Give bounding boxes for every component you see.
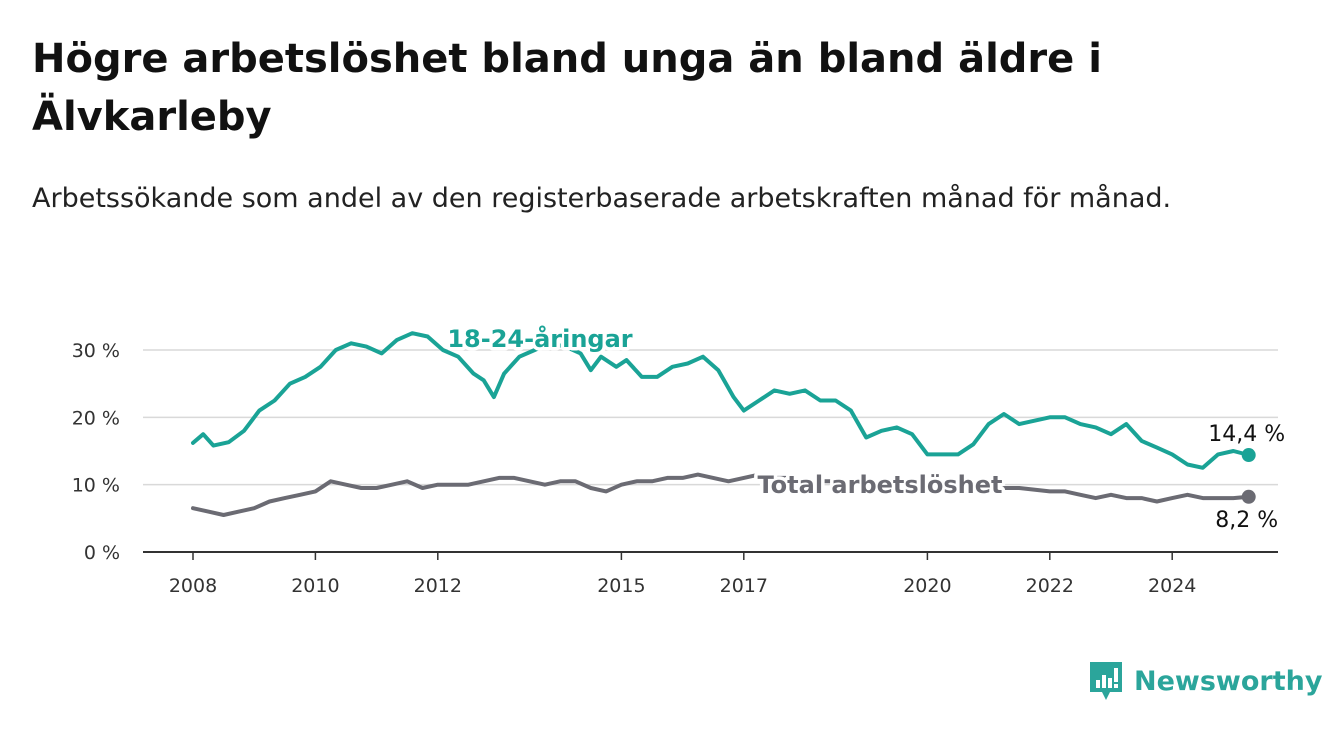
y-tick-label: 10 % [72,475,120,497]
x-tick-label: 2015 [597,575,645,597]
x-tick-label: 2017 [720,575,768,597]
brand: Newsworthy [1088,660,1322,702]
chart-title: Högre arbetslöshet bland unga än bland ä… [32,36,1102,140]
series-end-marker [1241,489,1256,504]
series-lines [191,331,1256,517]
x-tick-label: 2008 [169,575,217,597]
newsworthy-logo-icon [1090,662,1122,700]
x-tick-label: 2020 [903,575,951,597]
series-line-total [191,472,1251,517]
x-tick-label: 2022 [1026,575,1074,597]
x-tick-label: 2012 [414,575,462,597]
chart-subtitle: Arbetssökande som andel av den registerb… [32,183,1172,214]
series-end-marker [1241,448,1256,463]
series-name-label: Total arbetslöshet [757,471,1002,499]
series-name-label: 18-24-åringar [447,324,632,353]
series-end-label: 8,2 % [1215,508,1278,533]
y-tick-label: 0 % [84,542,120,564]
line-chart: 0 % 10 % 20 % 30 % 2008 2010 2012 2015 2017 2020… [72,321,1285,598]
x-axis-ticks: 2008 2010 2012 2015 2017 2020 2022 2024 [169,552,1196,597]
x-tick-label: 2024 [1148,575,1196,597]
brand-name: Newsworthy [1134,665,1323,697]
gridlines [143,349,1278,553]
y-axis-ticks: 0 % 10 % 20 % 30 % [72,340,120,564]
y-tick-label: 20 % [72,407,120,429]
x-tick-label: 2010 [291,575,339,597]
series-line-youth [191,331,1251,470]
series-labels: 14,4 % 8,2 % 18-24-åringar Total arbetslösh… [444,321,1285,533]
series-end-label: 14,4 % [1208,422,1285,447]
y-tick-label: 30 % [72,340,120,362]
